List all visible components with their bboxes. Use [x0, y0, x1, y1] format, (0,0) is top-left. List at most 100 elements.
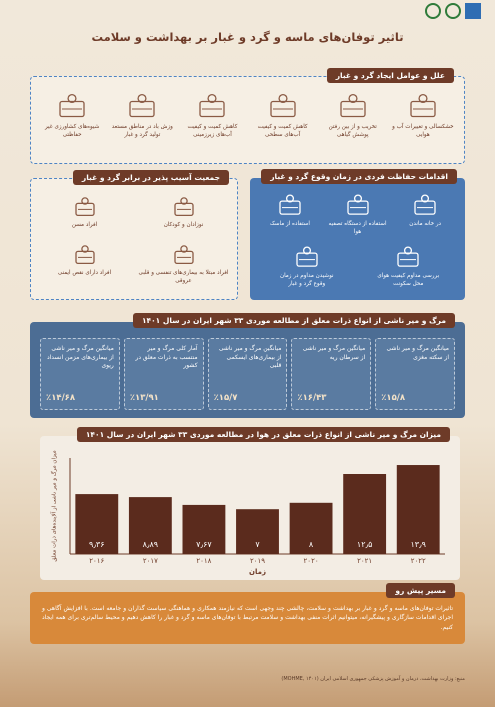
value-label: ۸ [309, 540, 314, 549]
x-tick-label: ۲۰۱۹ [250, 557, 265, 565]
item-label: افراد مبتلا به بیماری‌های تنفسی و قلبی ع… [138, 270, 229, 284]
list-item: افراد مسن [37, 195, 132, 239]
vulnerable-box: جمعیت آسیب پذیر در برابر گرد و غبار نوزا… [30, 170, 238, 300]
protection-list: در خانه ماندن استفاده از دستگاه تصفیه هوا… [256, 192, 459, 296]
list-item: وزش باد در مناطق مستعد تولید گرد و غبار [111, 91, 173, 159]
icon [346, 194, 369, 215]
logo [445, 3, 461, 19]
item-label: نوشیدن مداوم در زمان وقوع گرد و غبار [279, 273, 334, 287]
icon [410, 93, 436, 118]
stat-label: میانگین مرگ و میر ناشی از سرطان ریه [302, 345, 366, 361]
item-label: نوزادان و کودکان [163, 222, 204, 228]
x-tick-label: ۲۰۲۱ [357, 557, 372, 565]
list-item: کاهش کمیت و کیفیت آب‌های زیرزمینی [181, 91, 243, 159]
item-label: تخریب و از بین رفتن پوشش گیاهی [328, 124, 377, 138]
icon [279, 194, 301, 215]
list-item: شیوه‌های کشاورزی غیر حفاظتی [41, 91, 103, 159]
stat-value: ٪۱۶/۴۳ [297, 393, 327, 403]
x-tick-label: ۲۰۱۶ [89, 557, 104, 565]
stat-value: ٪۱۵/۷ [213, 393, 238, 403]
bar [396, 465, 440, 554]
stat-value: ٪۱۵/۸ [381, 393, 406, 403]
value-label: ۷ [255, 540, 260, 549]
list-item: افراد مبتلا به بیماری‌های تنفسی و قلبی ع… [136, 243, 231, 295]
icon [59, 93, 85, 118]
mortality-box: مرگ و میر ناشی از انواع ذرات معلق از مطا… [30, 313, 465, 418]
icon [340, 93, 366, 118]
list-item: تخریب و از بین رفتن پوشش گیاهی [322, 91, 384, 159]
list-item: در خانه ماندن [393, 192, 457, 244]
item-label: استفاده از ماسک [269, 221, 310, 227]
page-title: تاثیر توفان‌های ماسه و گرد و غبار بر بهد… [91, 30, 404, 44]
icon [173, 245, 194, 265]
stat-value: ٪۱۴/۶۸ [46, 393, 76, 403]
value-label: ۱۳٫۹ [410, 540, 426, 549]
value-label: ۱۲٫۵ [357, 540, 373, 549]
mortality-list: میانگین مرگ و میر ناشی از سکته مغزی ٪۱۵/۸… [38, 338, 457, 410]
item-label: شیوه‌های کشاورزی غیر حفاظتی [44, 124, 100, 138]
section-title: اقدامات حفاظت فردی در زمان وقوع گرد و غب… [261, 169, 457, 184]
section-title: جمعیت آسیب پذیر در برابر گرد و غبار [72, 170, 229, 185]
icon [269, 93, 296, 118]
x-axis-label: زمان [249, 568, 266, 576]
item-label: استفاده از دستگاه تصفیه هوا [328, 221, 387, 235]
outlook-text: تاثیرات توفان‌های ماسه و گرد و غبار بر ب… [42, 605, 453, 631]
section-title: علل و عوامل ایجاد گرد و غبار [326, 68, 454, 83]
icon [129, 93, 155, 118]
item-label: افراد دارای نقص ایمنی [57, 270, 112, 277]
outlook-box: مسیر پیش رو تاثیرات توفان‌های ماسه و گرد… [30, 583, 465, 644]
x-tick-label: ۲۰۱۸ [196, 557, 211, 565]
item-label: افراد مسن [71, 222, 98, 228]
bar [128, 497, 172, 554]
item-label: بررسی مداوم کیفیت هوای محل سکونت [377, 273, 440, 287]
value-label: ۸٫۸۹ [143, 540, 159, 549]
bar [236, 509, 279, 554]
stat-value: ٪۱۳/۹۱ [129, 393, 159, 403]
stat-cell: میانگین مرگ و میر ناشی از بیماری‌های ایس… [207, 338, 288, 410]
bar [289, 502, 333, 554]
causes-list: خشکسالی و تغییرات آب و هوایی تخریب و از ب… [37, 91, 458, 159]
item-label: در خانه ماندن [409, 221, 442, 227]
logo [465, 3, 481, 19]
icon [74, 245, 95, 265]
icon [74, 197, 95, 217]
stat-cell: آمار کلی مرگ و میر منتسب به ذرات معلق در… [123, 338, 204, 410]
stat-label: میانگین مرگ و میر ناشی از بیماری‌های ایس… [218, 345, 282, 370]
icon [397, 246, 419, 267]
value-label: ۹٫۳۶ [89, 540, 105, 549]
list-item: نوشیدن مداوم در زمان وقوع گرد و غبار [275, 244, 339, 296]
chart: میزان مرگ و میر ناشی از آلاینده‌های ذرات… [50, 450, 445, 576]
value-label: ۷٫۶۷ [196, 540, 212, 549]
list-item: استفاده از دستگاه تصفیه هوا [326, 192, 390, 244]
y-axis-label: میزان مرگ و میر ناشی از آلاینده‌های ذرات… [50, 450, 58, 561]
stat-label: میانگین مرگ و میر ناشی از سکته مغزی [386, 345, 450, 361]
stat-label: میانگین مرگ و میر ناشی از بیماری‌های مزم… [46, 345, 114, 370]
list-item: خشکسالی و تغییرات آب و هوایی [392, 91, 454, 159]
stat-cell: میانگین مرگ و میر ناشی از سرطان ریه ٪۱۶/۴… [291, 338, 372, 410]
item-label: خشکسالی و تغییرات آب و هوایی [392, 124, 454, 138]
list-item: استفاده از ماسک [258, 192, 322, 244]
source: منبع: وزارت بهداشت، درمان و آموزش پزشکی … [281, 676, 465, 682]
bar [75, 494, 119, 554]
list-item: افراد دارای نقص ایمنی [37, 243, 132, 295]
bar [182, 504, 226, 554]
x-tick-label: ۲۰۲۲ [411, 557, 426, 565]
chart-box: میزان مرگ و میر ناشی از انواع ذرات معلق … [40, 427, 460, 580]
protection-box: اقدامات حفاظت فردی در زمان وقوع گرد و غب… [250, 169, 465, 300]
item-label: کاهش کمیت و کیفیت آب‌های سطحی [257, 124, 308, 138]
causes-box: علل و عوامل ایجاد گرد و غبار خشکسالی و ت… [30, 68, 465, 164]
list-item: کاهش کمیت و کیفیت آب‌های سطحی [252, 91, 314, 159]
list-item: نوزادان و کودکان [136, 195, 231, 239]
icon [296, 246, 318, 267]
section-title: مسیر پیش رو [386, 583, 455, 598]
chart-title: میزان مرگ و میر ناشی از انواع ذرات معلق … [76, 427, 450, 442]
vulnerable-list: نوزادان و کودکان افراد مسن افراد مبتلا به … [37, 195, 231, 295]
bar [343, 474, 387, 554]
icon [199, 93, 226, 118]
list-item: بررسی مداوم کیفیت هوای محل سکونت [376, 244, 440, 296]
logo-bar [0, 0, 495, 22]
x-tick-label: ۲۰۲۰ [304, 557, 319, 565]
icon [173, 197, 194, 217]
item-label: وزش باد در مناطق مستعد تولید گرد و غبار [111, 124, 173, 138]
